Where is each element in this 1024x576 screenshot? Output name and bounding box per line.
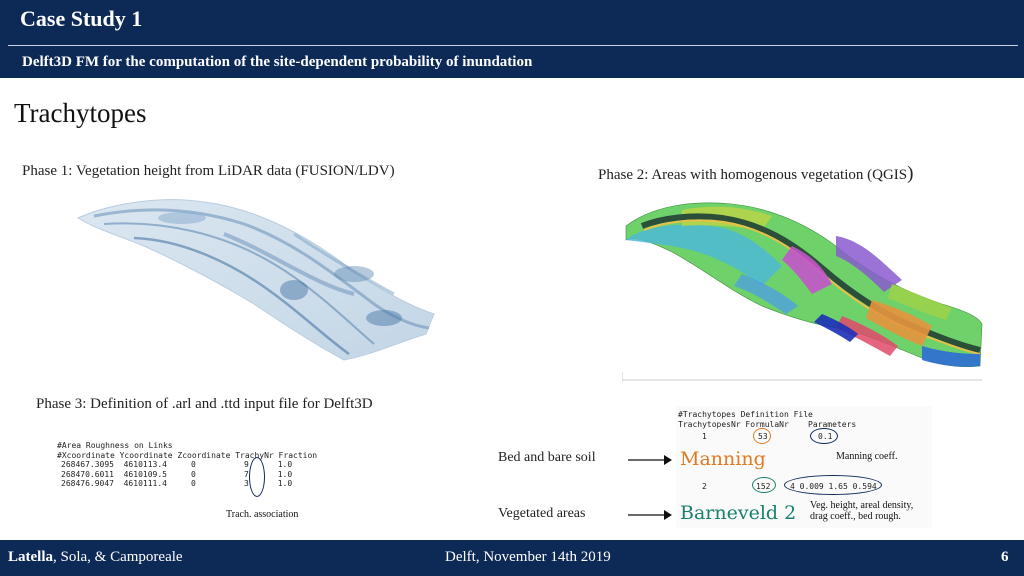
arl-title: #Area Roughness on Links	[57, 441, 173, 450]
footer-bar: Latella, Sola, & Camporeale Delft, Novem…	[0, 540, 1024, 576]
formula-152-highlight	[752, 477, 776, 493]
arrow-right-icon	[628, 455, 672, 465]
header-bar	[0, 0, 1024, 78]
phase3-caption: Phase 3: Definition of .arl and .ttd inp…	[36, 396, 373, 412]
formula-53-highlight	[753, 428, 771, 444]
phase2-caption-end: )	[907, 163, 914, 184]
slide-subtitle: Delft3D FM for the computation of the si…	[22, 54, 533, 70]
arl-row: 268476.9047 4610111.4 0 3 1.0	[61, 479, 293, 488]
arrow-right-icon	[628, 510, 672, 520]
arl-row: 268470.6011 4610109.5 0 7 1.0	[61, 469, 293, 479]
ttd-title: #Trachytopes Definition File	[678, 410, 813, 419]
barneveld-note-1: Veg. height, areal density,	[810, 500, 914, 511]
phase2-caption-text: Phase 2: Areas with homogenous vegetatio…	[598, 167, 908, 183]
vegetation-zones-map	[622, 202, 983, 382]
ttd-header: TrachytopesNr FormulaNr Parameters	[678, 420, 857, 429]
header-divider	[8, 45, 1018, 46]
phase1-caption: Phase 1: Vegetation height from LiDAR da…	[22, 163, 395, 179]
manning-note: Manning coeff.	[836, 451, 898, 462]
trachynr-highlight	[249, 457, 265, 497]
footer-authors: Latella, Sola, & Camporeale	[8, 549, 183, 566]
manning-label: Manning	[680, 448, 766, 470]
bed-bare-soil-label: Bed and bare soil	[498, 450, 596, 465]
footer-author-rest: , Sola, & Camporeale	[53, 549, 183, 565]
section-title: Trachytopes	[14, 98, 147, 128]
arl-header: #Xcoordinate Ycoordinate Zcoordinate Tra…	[57, 450, 318, 460]
arl-file-excerpt: #Area Roughness on Links #Xcoordinate Yc…	[57, 441, 342, 513]
barneveld-note-2: drag coeff., bed rough.	[810, 511, 901, 522]
trach-association-note: Trach. association	[226, 509, 299, 520]
footer-place-date: Delft, November 14th 2019	[445, 549, 611, 565]
vegetated-areas-label: Vegetated areas	[498, 506, 586, 521]
ttd-file-excerpt: #Trachytopes Definition File Trachytopes…	[676, 406, 932, 528]
slide-title: Case Study 1	[20, 6, 143, 31]
ttd-row2-nr: 2	[702, 482, 707, 491]
phase2-caption: Phase 2: Areas with homogenous vegetatio…	[598, 163, 913, 185]
barneveld-label: Barneveld 2	[680, 502, 797, 524]
page-number: 6	[1001, 549, 1009, 565]
lidar-vegetation-map	[76, 199, 435, 361]
param-row1-highlight	[810, 428, 838, 444]
ttd-row1-nr: 1	[702, 432, 707, 441]
footer-author-bold: Latella	[8, 549, 53, 565]
arl-row: 268467.3095 4610113.4 0 9 1.0	[61, 460, 293, 469]
params-row2-highlight	[784, 475, 882, 495]
